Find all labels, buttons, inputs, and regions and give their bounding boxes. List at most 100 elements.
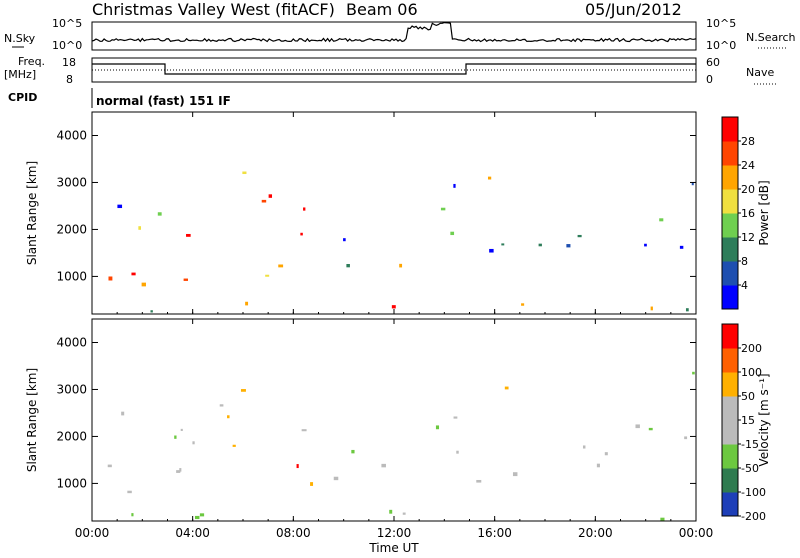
echo-cell bbox=[268, 194, 273, 198]
echo-cell bbox=[501, 243, 505, 246]
echo-cell bbox=[310, 482, 314, 486]
echo-cell bbox=[679, 245, 684, 249]
echo-cell bbox=[278, 264, 284, 268]
echo-cell bbox=[435, 425, 440, 430]
echo-cell bbox=[453, 183, 456, 188]
colorbar-tick-label: 15 bbox=[741, 414, 755, 427]
colorbar-segment bbox=[722, 396, 738, 421]
colorbar-segment bbox=[722, 492, 738, 517]
x-tick-label: 20:00 bbox=[578, 526, 613, 540]
power-panel: 1000 2000 3000 4000 Slant Range [km] 4 8 12 16… bbox=[25, 111, 771, 315]
echo-cell bbox=[685, 308, 689, 312]
echo-cell bbox=[692, 371, 695, 375]
colorbar-tick-label: -15 bbox=[741, 438, 759, 451]
echo-cell bbox=[240, 389, 246, 392]
nsearch-tick-top: 10^5 bbox=[706, 17, 736, 30]
y-tick-label: 3000 bbox=[56, 382, 87, 396]
x-tick-label: 00:00 bbox=[75, 526, 110, 540]
cpid-label: CPID bbox=[8, 91, 37, 104]
echo-cell bbox=[183, 278, 188, 281]
freq-label: Freq. bbox=[18, 55, 45, 68]
freq-tick-bottom: 8 bbox=[66, 73, 73, 86]
colorbar-segment bbox=[722, 468, 738, 493]
velocity-colorbar-label: Velocity [m s⁻¹] bbox=[757, 373, 771, 466]
power-data bbox=[108, 171, 694, 313]
colorbar-segment bbox=[722, 444, 738, 469]
colorbar-tick-label: 12 bbox=[741, 231, 755, 244]
colorbar-segment bbox=[722, 285, 738, 310]
colorbar-segment bbox=[722, 189, 738, 214]
echo-cell bbox=[192, 441, 195, 445]
echo-cell bbox=[108, 276, 113, 281]
echo-cell bbox=[303, 207, 306, 211]
echo-cell bbox=[596, 463, 600, 468]
y-tick-label: 2000 bbox=[56, 429, 87, 443]
velocity-panel: 1000 2000 3000 4000 Slant Range [km] 200 100… bbox=[25, 318, 771, 523]
freq-trace bbox=[92, 63, 696, 75]
colorbar-tick-label: 24 bbox=[741, 159, 755, 172]
echo-cell bbox=[199, 513, 205, 517]
colorbar-segment bbox=[722, 420, 738, 445]
freq-unit: [MHz] bbox=[4, 68, 36, 81]
x-axis-label: Time UT bbox=[368, 541, 419, 554]
x-axis-ticks: 00:00 04:00 08:00 12:00 16:00 20:00 00:00 bbox=[75, 112, 713, 540]
echo-cell bbox=[127, 490, 132, 494]
nave-tick-bottom: 0 bbox=[706, 73, 713, 86]
power-colorbar-label: Power [dB] bbox=[757, 180, 771, 245]
date-label: 05/Jun/2012 bbox=[585, 0, 682, 19]
echo-cell bbox=[659, 218, 664, 222]
colorbar-segment bbox=[722, 165, 738, 190]
echo-cell bbox=[265, 274, 270, 277]
colorbar-tick-label: -50 bbox=[741, 462, 759, 475]
colorbar-segment bbox=[722, 372, 738, 397]
colorbar-tick-label: 50 bbox=[741, 390, 755, 403]
velocity-y-axis-label: Slant Range [km] bbox=[25, 368, 39, 472]
x-tick-label: 08:00 bbox=[276, 526, 311, 540]
echo-cell bbox=[381, 463, 386, 468]
echo-cell bbox=[180, 428, 183, 431]
nsky-tick-top: 10^5 bbox=[52, 17, 82, 30]
echo-cell bbox=[227, 415, 230, 419]
velocity-y-ticks: 1000 2000 3000 4000 bbox=[56, 335, 696, 490]
y-tick-label: 2000 bbox=[56, 222, 87, 236]
power-frame bbox=[91, 111, 697, 315]
echo-cell bbox=[296, 464, 299, 469]
echo-cell bbox=[333, 476, 339, 481]
beam-label: Beam 06 bbox=[346, 0, 418, 19]
echo-cell bbox=[402, 512, 406, 515]
echo-cell bbox=[582, 445, 586, 449]
x-tick-label: 16:00 bbox=[477, 526, 512, 540]
echo-cell bbox=[648, 427, 653, 431]
nave-label: Nave bbox=[746, 66, 774, 79]
nsearch-tick-bottom: 10^0 bbox=[706, 39, 736, 52]
echo-cell bbox=[186, 233, 191, 237]
echo-cell bbox=[476, 479, 482, 483]
echo-cell bbox=[453, 416, 458, 419]
echo-cell bbox=[107, 464, 112, 468]
nsky-trace bbox=[91, 21, 697, 43]
echo-cell bbox=[644, 243, 647, 247]
echo-cell bbox=[179, 468, 182, 472]
colorbar-tick-label: 100 bbox=[741, 366, 762, 379]
echo-cell bbox=[131, 513, 134, 517]
echo-cell bbox=[141, 282, 146, 287]
nave-tick-top: 60 bbox=[706, 56, 720, 69]
colorbar-segment bbox=[722, 213, 738, 238]
colorbar-tick-label: 20 bbox=[741, 183, 755, 196]
nsky-label: N.Sky bbox=[4, 32, 36, 45]
echo-cell bbox=[343, 238, 346, 242]
echo-cell bbox=[456, 450, 459, 454]
velocity-data bbox=[107, 371, 695, 521]
echo-cell bbox=[512, 472, 518, 477]
echo-cell bbox=[245, 301, 249, 306]
echo-cell bbox=[650, 306, 653, 311]
echo-cell bbox=[691, 182, 694, 186]
y-tick-label: 4000 bbox=[56, 335, 87, 349]
colorbar-segment bbox=[722, 237, 738, 262]
y-tick-label: 3000 bbox=[56, 175, 87, 189]
echo-cell bbox=[538, 243, 542, 247]
echo-cell bbox=[684, 436, 688, 440]
freq-tick-top: 18 bbox=[62, 56, 76, 69]
echo-cell bbox=[300, 232, 303, 236]
